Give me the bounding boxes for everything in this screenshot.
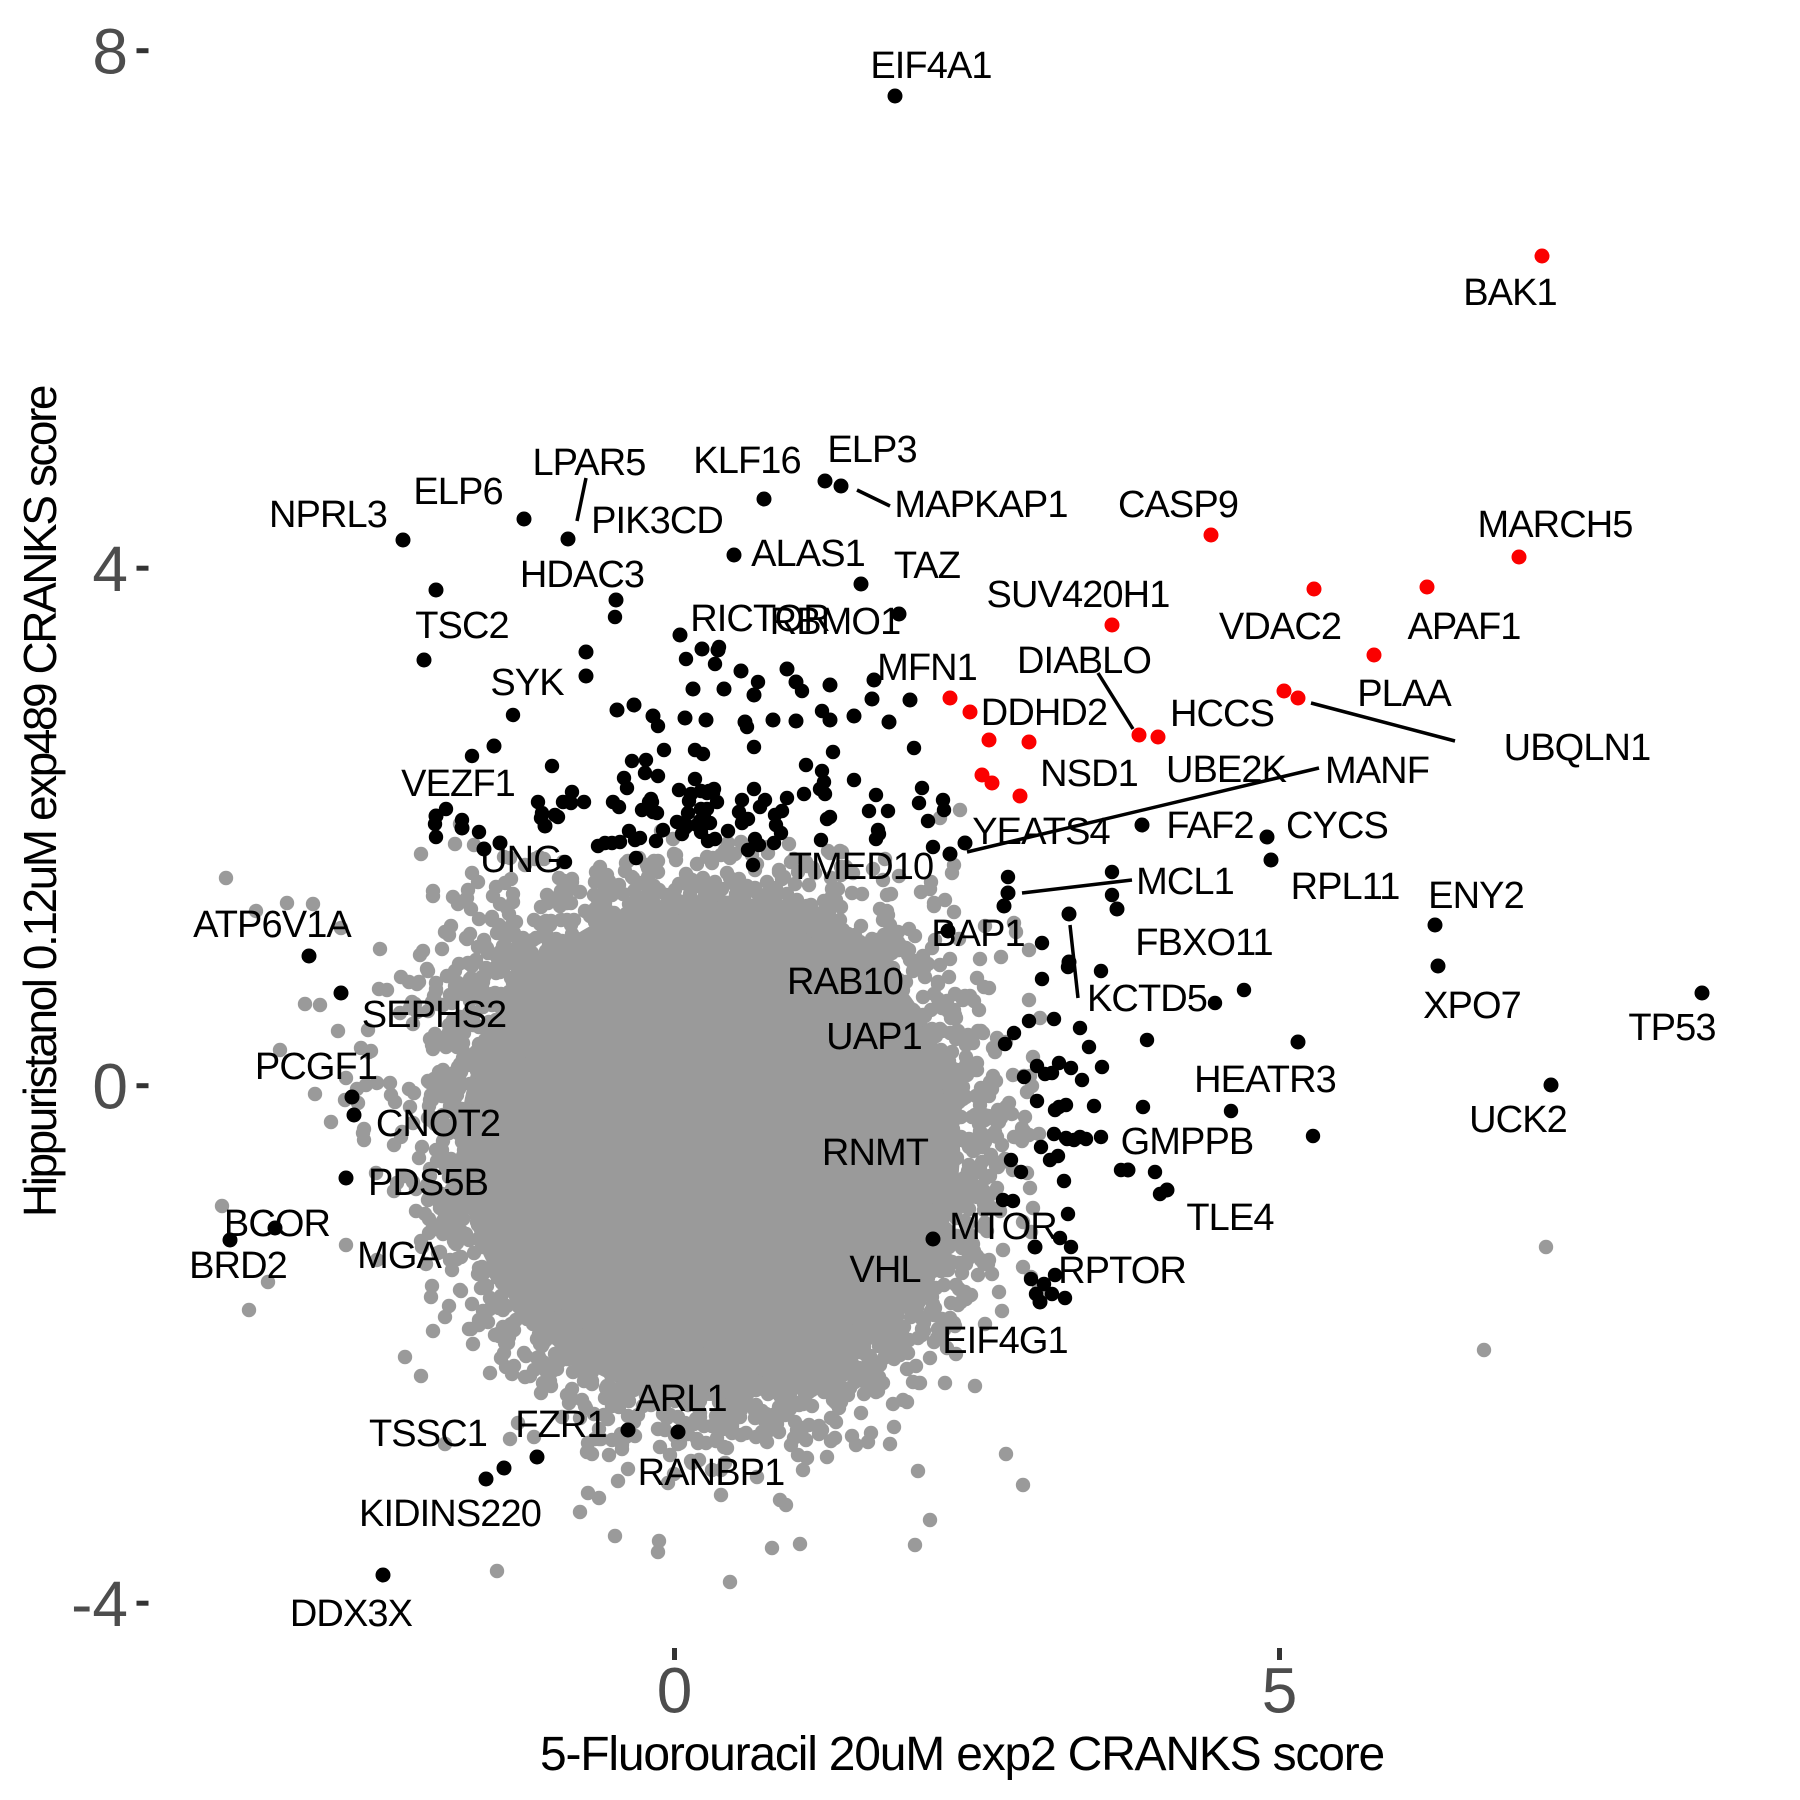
svg-text:VHL: VHL (849, 1249, 920, 1291)
svg-text:Hippuristanol 0.12uM exp489 CR: Hippuristanol 0.12uM exp489 CRANKS score (14, 386, 66, 1217)
svg-text:YEATS4: YEATS4 (972, 811, 1110, 853)
svg-text:MCL1: MCL1 (1136, 861, 1234, 903)
svg-text:VEZF1: VEZF1 (401, 763, 515, 805)
svg-text:APAF1: APAF1 (1407, 606, 1520, 648)
svg-text:MARCH5: MARCH5 (1477, 504, 1632, 546)
svg-text:ARL1: ARL1 (635, 1378, 726, 1420)
svg-text:LPAR5: LPAR5 (532, 442, 645, 484)
svg-text:DIABLO: DIABLO (1017, 640, 1151, 682)
svg-text:RPTOR: RPTOR (1058, 1250, 1186, 1292)
svg-text:NSD1: NSD1 (1040, 753, 1138, 795)
svg-text:CNOT2: CNOT2 (376, 1103, 500, 1145)
svg-text:EIF4A1: EIF4A1 (870, 45, 991, 87)
svg-text:UCK2: UCK2 (1469, 1099, 1567, 1141)
svg-text:BRD2: BRD2 (189, 1245, 287, 1287)
svg-text:CYCS: CYCS (1286, 805, 1388, 847)
svg-text:FBXO11: FBXO11 (1135, 922, 1273, 964)
svg-text:UNG: UNG (480, 839, 562, 881)
svg-text:UBE2K: UBE2K (1166, 749, 1287, 791)
svg-text:MTOR: MTOR (949, 1206, 1057, 1248)
svg-text:TSSC1: TSSC1 (369, 1413, 487, 1455)
svg-text:TLE4: TLE4 (1186, 1197, 1274, 1239)
svg-text:ALAS1: ALAS1 (751, 533, 865, 575)
svg-text:TMED10: TMED10 (789, 846, 934, 888)
svg-text:PCGF1: PCGF1 (255, 1046, 377, 1088)
svg-text:FAF2: FAF2 (1166, 805, 1253, 847)
svg-text:KLF16: KLF16 (693, 440, 800, 482)
svg-text:UBQLN1: UBQLN1 (1504, 727, 1651, 769)
svg-text:KCTD5: KCTD5 (1087, 978, 1207, 1020)
svg-text:ATP6V1A: ATP6V1A (193, 904, 352, 946)
svg-text:RNMT: RNMT (822, 1132, 929, 1174)
svg-text:4: 4 (92, 533, 128, 605)
svg-text:RPL11: RPL11 (1291, 866, 1400, 908)
svg-text:EIF4G1: EIF4G1 (942, 1320, 1068, 1362)
svg-text:PDS5B: PDS5B (368, 1162, 488, 1204)
svg-text:RANBP1: RANBP1 (638, 1452, 785, 1494)
svg-text:BCOR: BCOR (224, 1203, 330, 1245)
svg-text:MANF: MANF (1325, 750, 1429, 792)
svg-text:RBMO1: RBMO1 (770, 601, 901, 643)
svg-text:MFN1: MFN1 (877, 647, 977, 689)
svg-text:UAP1: UAP1 (826, 1016, 922, 1058)
svg-text:DDX3X: DDX3X (290, 1593, 413, 1635)
svg-text:MGA: MGA (357, 1235, 442, 1277)
svg-text:SUV420H1: SUV420H1 (987, 574, 1170, 616)
svg-text:KIDINS220: KIDINS220 (359, 1493, 541, 1535)
svg-text:ELP6: ELP6 (413, 471, 502, 513)
svg-text:HCCS: HCCS (1170, 693, 1274, 735)
svg-text:VDAC2: VDAC2 (1219, 606, 1341, 648)
svg-text:TAZ: TAZ (894, 545, 961, 587)
svg-text:ELP3: ELP3 (827, 429, 916, 471)
svg-text:XPO7: XPO7 (1423, 985, 1521, 1027)
svg-text:ENY2: ENY2 (1428, 875, 1524, 917)
svg-text:HEATR3: HEATR3 (1194, 1059, 1336, 1101)
svg-text:5-Fluorouracil 20uM exp2 CRANK: 5-Fluorouracil 20uM exp2 CRANKS score (540, 1728, 1384, 1781)
svg-text:HDAC3: HDAC3 (520, 554, 644, 596)
svg-text:FZR1: FZR1 (515, 1404, 606, 1446)
svg-text:0: 0 (657, 1655, 693, 1727)
svg-text:CASP9: CASP9 (1118, 484, 1238, 526)
svg-text:5: 5 (1262, 1655, 1298, 1727)
svg-text:SEPHS2: SEPHS2 (362, 994, 507, 1036)
svg-text:GMPPB: GMPPB (1121, 1121, 1254, 1163)
svg-text:BAP1: BAP1 (931, 913, 1025, 955)
svg-text:PIK3CD: PIK3CD (591, 500, 723, 542)
svg-text:DDHD2: DDHD2 (981, 692, 1107, 734)
svg-text:BAK1: BAK1 (1463, 272, 1557, 314)
svg-text:NPRL3: NPRL3 (269, 494, 387, 536)
svg-text:RAB10: RAB10 (787, 961, 903, 1003)
svg-text:MAPKAP1: MAPKAP1 (894, 484, 1067, 526)
svg-text:-4: -4 (71, 1568, 128, 1640)
svg-text:TP53: TP53 (1628, 1007, 1715, 1049)
svg-text:8: 8 (92, 16, 128, 88)
svg-text:TSC2: TSC2 (415, 605, 509, 647)
svg-text:PLAA: PLAA (1357, 673, 1452, 715)
svg-text:0: 0 (92, 1051, 128, 1123)
svg-text:RICTOR: RICTOR (690, 598, 830, 640)
svg-text:SYK: SYK (490, 662, 564, 704)
